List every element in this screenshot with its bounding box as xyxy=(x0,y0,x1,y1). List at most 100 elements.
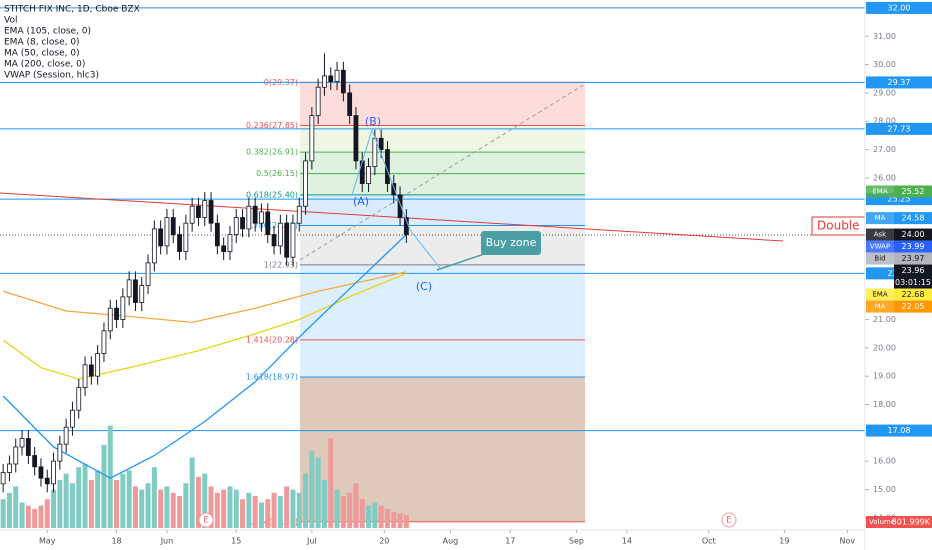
volume-bar xyxy=(139,489,145,528)
candle-body xyxy=(328,75,334,82)
fib-zone xyxy=(300,264,585,340)
volume-bar xyxy=(51,489,57,528)
candle-body xyxy=(95,353,101,377)
volume-bar xyxy=(164,486,170,528)
countdown-box xyxy=(894,276,932,289)
volume-bar xyxy=(214,492,220,528)
volume-bar xyxy=(177,496,183,528)
y-tick-label: 21.00 xyxy=(873,315,896,324)
callout-pointer xyxy=(436,251,491,271)
candle-body xyxy=(233,217,239,235)
volume-value: 801.999K xyxy=(892,518,931,527)
y-tick-label: 31.00 xyxy=(873,32,896,41)
earnings-marker[interactable] xyxy=(721,512,737,528)
volume-bar xyxy=(403,515,409,528)
candle-body xyxy=(340,69,346,94)
volume-bar xyxy=(170,492,176,528)
fib-zone xyxy=(300,125,585,153)
candle-body xyxy=(378,137,384,150)
legend-line: MA (200, close, 0) xyxy=(4,60,85,70)
candle-body xyxy=(38,466,44,479)
candle-body xyxy=(271,234,277,247)
fib-label: 1.618(18.97) xyxy=(246,373,298,382)
wave-label: (A) xyxy=(353,195,369,208)
price-tag-box xyxy=(866,185,894,198)
y-tick-label: 30.00 xyxy=(873,60,896,69)
y-tick-label: 26.00 xyxy=(873,173,896,182)
y-tick-label: 18.00 xyxy=(873,400,896,409)
candle-body xyxy=(158,228,164,247)
volume-bar xyxy=(13,486,19,528)
candle-body xyxy=(366,166,371,184)
y-tick-label: 29.00 xyxy=(873,88,896,97)
volume-bar xyxy=(391,512,397,528)
candle-body xyxy=(196,205,201,218)
volume-bar xyxy=(6,492,12,528)
wave-label: (B) xyxy=(365,115,381,128)
candle-body xyxy=(13,446,19,465)
volume-bar xyxy=(366,505,372,528)
price-label: 22.68 xyxy=(902,290,925,299)
price-tag-box xyxy=(866,252,894,265)
price-tag: Bid xyxy=(874,255,885,263)
volume-bar xyxy=(151,467,157,528)
volume-bar xyxy=(397,513,403,528)
price-tag: EMA xyxy=(872,291,887,299)
price-tag-box xyxy=(866,240,894,253)
volume-bar xyxy=(359,499,365,528)
price-label: 29.37 xyxy=(888,78,911,87)
volume-tag-box xyxy=(866,516,932,528)
price-tag: VWAP xyxy=(870,243,890,251)
candle-body xyxy=(322,75,327,88)
fib-label: 0.786(24.32) xyxy=(246,221,298,230)
trend-line xyxy=(0,192,784,242)
fib-label: 0.236(27.85) xyxy=(246,121,298,130)
legend-line: VWAP (Session, hlc3) xyxy=(4,71,99,81)
volume-bar xyxy=(321,480,327,528)
price-label-box xyxy=(894,288,932,301)
candle-body xyxy=(347,92,353,116)
price-tag-box xyxy=(866,300,894,313)
price-label: 25.25 xyxy=(888,195,911,204)
price-label: 32.00 xyxy=(888,3,911,12)
volume-bar xyxy=(101,444,107,528)
candle-body xyxy=(296,205,302,224)
candle-body xyxy=(107,307,113,332)
candle-body xyxy=(246,205,252,230)
candle-body xyxy=(170,217,176,235)
volume-bar xyxy=(76,467,82,528)
wave-label: (C) xyxy=(416,280,432,293)
volume-bar xyxy=(158,489,164,528)
volume-bar xyxy=(189,457,195,528)
volume-bar xyxy=(88,480,94,528)
candle-body xyxy=(259,211,264,224)
candle-body xyxy=(51,460,56,485)
volume xyxy=(0,425,409,528)
earnings-marker[interactable] xyxy=(198,512,214,528)
candle-body xyxy=(359,160,365,184)
price-label-box xyxy=(894,264,932,277)
candle-body xyxy=(101,330,107,354)
x-tick-label: Oct xyxy=(702,537,716,546)
volume-bar xyxy=(227,486,233,528)
fib-label: 1.414(20.28) xyxy=(246,335,298,344)
volume-bar xyxy=(271,492,277,528)
candle-body xyxy=(82,364,88,388)
candle-body xyxy=(139,285,145,303)
price-tag: Ask xyxy=(874,231,887,239)
x-tick-label: 19 xyxy=(779,537,789,546)
fib-zone xyxy=(300,225,585,265)
volume-bar xyxy=(114,480,120,528)
volume-bar xyxy=(347,492,353,528)
price-label: 17.08 xyxy=(888,426,911,435)
candle-body xyxy=(120,296,126,320)
candles xyxy=(0,53,409,493)
volume-bar xyxy=(32,508,38,528)
candle-body xyxy=(240,217,245,230)
volume-bar xyxy=(221,489,227,528)
candle-body xyxy=(277,222,283,247)
x-tick-label: 15 xyxy=(231,537,241,546)
price-label: 25.52 xyxy=(902,187,925,196)
